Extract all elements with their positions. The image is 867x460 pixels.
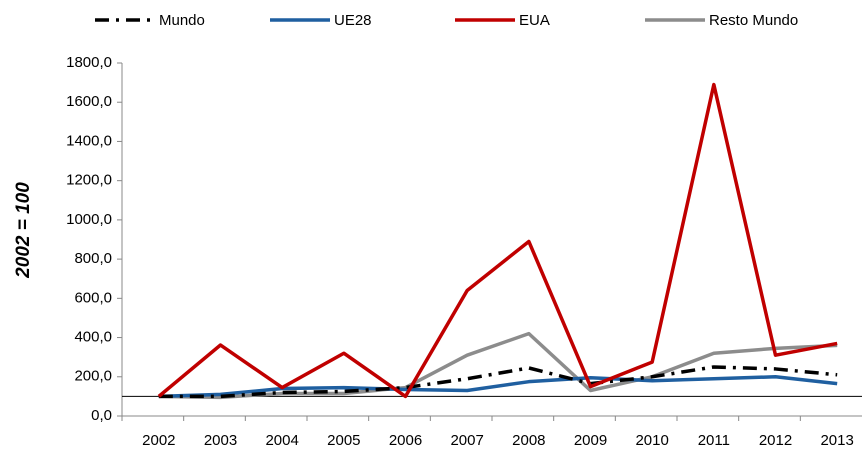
y-tick-label: 0,0 bbox=[91, 407, 112, 424]
y-tick-label: 1400,0 bbox=[66, 132, 112, 149]
series-line bbox=[158, 365, 838, 399]
x-tick-label: 2010 bbox=[635, 432, 668, 449]
y-tick-label: 800,0 bbox=[74, 250, 112, 267]
y-tick-label: 1800,0 bbox=[66, 54, 112, 71]
x-tick-label: 2002 bbox=[142, 432, 175, 449]
series-line bbox=[157, 82, 838, 399]
x-tick-label: 2003 bbox=[204, 432, 237, 449]
x-tick-label: 2004 bbox=[265, 432, 298, 449]
legend-label: Mundo bbox=[159, 12, 205, 29]
y-tick-label: 1000,0 bbox=[66, 211, 112, 228]
x-tick-label: 2012 bbox=[759, 432, 792, 449]
x-tick-label: 2007 bbox=[450, 432, 483, 449]
legend-label: Resto Mundo bbox=[709, 12, 798, 29]
legend-label: EUA bbox=[519, 12, 550, 29]
y-tick-label: 400,0 bbox=[74, 329, 112, 346]
x-tick-label: 2013 bbox=[820, 432, 853, 449]
series-line bbox=[158, 331, 838, 400]
legend-label: UE28 bbox=[334, 12, 372, 29]
y-axis-label: 2002 = 100 bbox=[13, 182, 34, 279]
x-tick-label: 2006 bbox=[389, 432, 422, 449]
x-tick-label: 2008 bbox=[512, 432, 545, 449]
series-line bbox=[158, 375, 838, 399]
y-tick-label: 1200,0 bbox=[66, 172, 112, 189]
x-tick-label: 2011 bbox=[698, 432, 730, 449]
y-tick-label: 600,0 bbox=[74, 289, 112, 306]
x-tick-label: 2009 bbox=[574, 432, 607, 449]
y-tick-label: 1600,0 bbox=[66, 93, 112, 110]
y-tick-label: 200,0 bbox=[74, 368, 112, 385]
x-tick-label: 2005 bbox=[327, 432, 360, 449]
